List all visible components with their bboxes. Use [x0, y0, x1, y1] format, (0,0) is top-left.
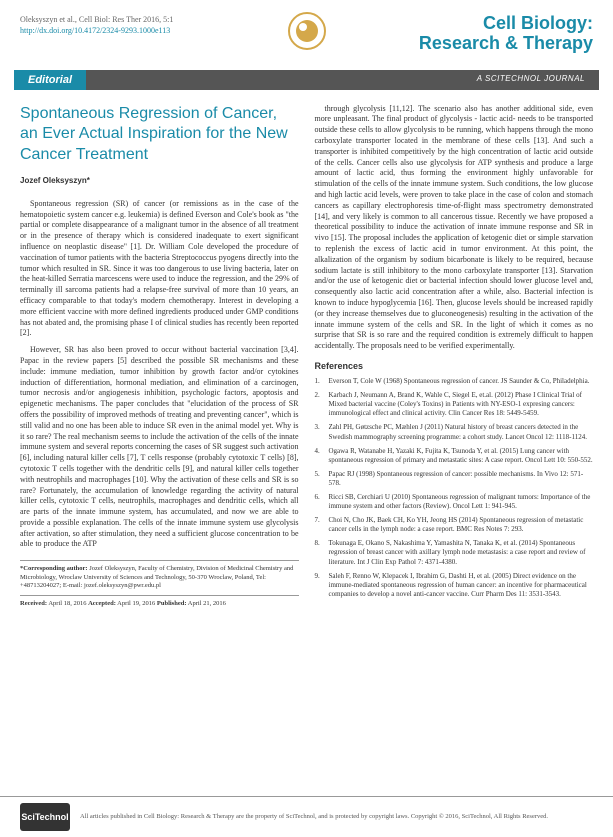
section-type: Editorial — [14, 70, 86, 90]
accepted-date: April 19, 2016 — [116, 600, 157, 607]
paragraph-2: However, SR has also been proved to occu… — [20, 345, 299, 550]
left-column: Spontaneous Regression of Cancer, an Eve… — [20, 104, 299, 609]
received-date: April 18, 2016 — [47, 600, 88, 607]
published-label: Published: — [157, 600, 187, 607]
page-header: Oleksyszyn et al., Cell Biol: Res Ther 2… — [0, 0, 613, 62]
paragraph-3: through glycolysis [11,12]. The scenario… — [315, 104, 594, 352]
publisher-logo: SciTechnol — [20, 803, 70, 831]
received-label: Received: — [20, 600, 47, 607]
copyright-text: All articles published in Cell Biology: … — [80, 813, 548, 821]
ref-item[interactable]: Choi N, Cho JK, Baek CH, Ko YH, Jeong HS… — [315, 516, 594, 534]
ref-item[interactable]: Ogawa R, Watanabe H, Yazaki K, Fujita K,… — [315, 447, 594, 465]
corr-label: *Corresponding author: — [20, 565, 88, 572]
ref-item[interactable]: Karbach J, Neumann A, Brand K, Wahle C, … — [315, 391, 594, 418]
author-name: Jozef Oleksyszyn* — [20, 176, 299, 187]
citation-line: Oleksyszyn et al., Cell Biol: Res Ther 2… — [20, 14, 173, 25]
publication-dates: Received: April 18, 2016 Accepted: April… — [20, 600, 299, 609]
citation-block: Oleksyszyn et al., Cell Biol: Res Ther 2… — [20, 14, 173, 36]
journal-title-1: Cell Biology: — [419, 14, 593, 34]
article-title: Spontaneous Regression of Cancer, an Eve… — [20, 104, 299, 166]
article-content: Spontaneous Regression of Cancer, an Eve… — [0, 90, 613, 617]
corresponding-author: *Corresponding author: Jozef Oleksyszyn,… — [20, 560, 299, 595]
section-bar: Editorial A SCITECHNOL JOURNAL — [14, 70, 599, 90]
ref-item[interactable]: Everson T, Cole W (1968) Spontaneous reg… — [315, 377, 594, 386]
references-heading: References — [315, 360, 594, 372]
doi-link[interactable]: http://dx.doi.org/10.4172/2324-9293.1000… — [20, 26, 170, 35]
journal-title-block: Cell Biology: Research & Therapy — [419, 14, 593, 54]
right-column: through glycolysis [11,12]. The scenario… — [315, 104, 594, 609]
published-date: April 21, 2016 — [187, 600, 226, 607]
references-list: Everson T, Cole W (1968) Spontaneous reg… — [315, 377, 594, 599]
ref-item[interactable]: Zahl PH, Gøtzsche PC, Mæhlen J (2011) Na… — [315, 423, 594, 441]
journal-tag: A SCITECHNOL JOURNAL — [86, 70, 599, 90]
journal-title-2: Research & Therapy — [419, 34, 593, 54]
paragraph-1: Spontaneous regression (SR) of cancer (o… — [20, 199, 299, 339]
accepted-label: Accepted: — [88, 600, 116, 607]
ref-item[interactable]: Ricci SB, Cerchiari U (2010) Spontaneous… — [315, 493, 594, 511]
ref-item[interactable]: Saleh F, Renno W, Klepacek I, Ibrahim G,… — [315, 572, 594, 599]
ref-item[interactable]: Papac RJ (1998) Spontaneous regression o… — [315, 470, 594, 488]
page-footer: SciTechnol All articles published in Cel… — [0, 796, 613, 837]
journal-logo — [288, 12, 326, 50]
ref-item[interactable]: Tokunaga E, Okano S, Nakashima Y, Yamash… — [315, 539, 594, 566]
